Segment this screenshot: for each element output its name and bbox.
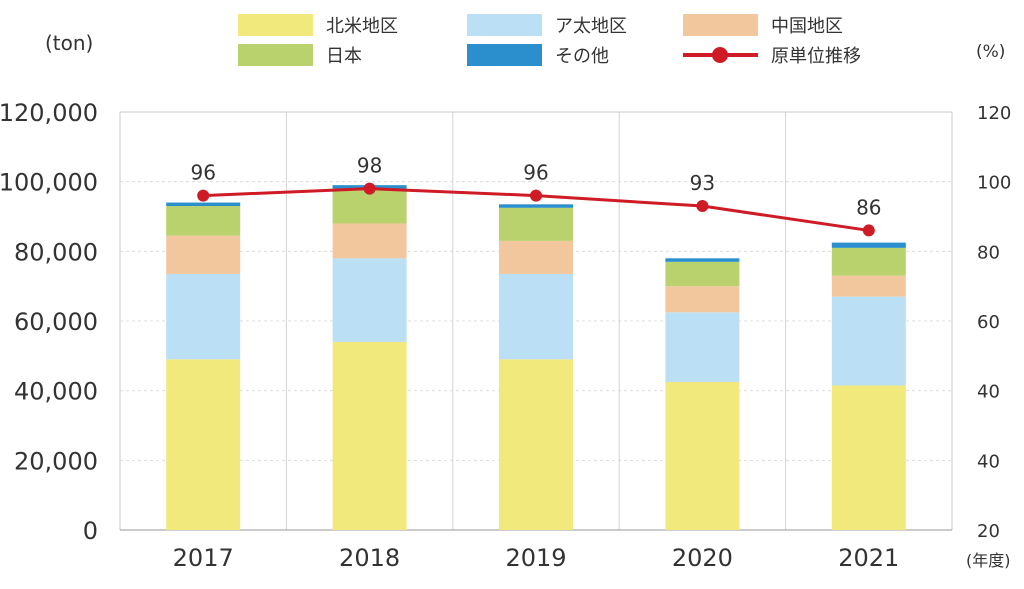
legend-label: その他 <box>555 46 609 67</box>
bar-segment <box>166 273 241 360</box>
x-tick-label: 2019 <box>505 544 566 572</box>
y2-tick-label: 60 <box>977 312 1000 333</box>
bar-segment <box>665 258 740 262</box>
bar-segment <box>166 235 241 274</box>
line-series: 96 98 96 93 86 <box>190 154 882 237</box>
y2-tick-label: 40 <box>977 451 1000 472</box>
y-tick-label: 0 <box>83 517 98 545</box>
line-point <box>363 182 376 195</box>
line-data-label: 86 <box>856 195 881 219</box>
legend-label: 日本 <box>326 46 362 67</box>
line-data-label: 96 <box>523 161 548 185</box>
bar-segment <box>499 273 573 360</box>
legend-swatch <box>238 14 313 36</box>
legend-swatch <box>467 44 542 66</box>
x-unit-label: (年度) <box>966 551 1011 570</box>
bar-segment <box>831 275 906 297</box>
bar-segment <box>831 247 906 276</box>
bar-segment <box>166 202 241 207</box>
legend-label: ア太地区 <box>555 16 627 37</box>
legend-line-marker <box>712 47 728 63</box>
y-tick-label: 80,000 <box>14 238 98 266</box>
bar-segment <box>665 286 740 313</box>
line-point <box>530 189 542 202</box>
legend-swatch <box>467 14 542 36</box>
y-tick-label: 100,000 <box>0 169 98 197</box>
bar-segment <box>166 359 241 530</box>
line-point <box>862 224 875 237</box>
legend-label: 中国地区 <box>771 16 843 37</box>
legend-swatch <box>683 14 758 36</box>
bar-segment <box>332 341 407 530</box>
line-point <box>696 200 709 213</box>
bar-segment <box>499 204 573 208</box>
axes: 0 20,000 40,000 60,000 80,000 100,000 120,000 2… <box>0 31 1011 572</box>
y-axis-label: (ton) <box>45 31 93 55</box>
y-tick-label: 60,000 <box>14 308 98 336</box>
bar-segment <box>665 381 740 530</box>
legend-label: 原単位推移 <box>771 46 861 67</box>
bar-segment <box>665 312 740 382</box>
legend-swatch <box>238 44 313 66</box>
bar-segment <box>831 385 906 530</box>
bars <box>166 185 906 530</box>
bar-segment <box>831 296 906 386</box>
y2-tick-label: 20 <box>977 521 1000 542</box>
legend-label: 北米地区 <box>326 16 398 37</box>
bar-segment <box>332 258 407 342</box>
line-data-label: 93 <box>690 171 715 195</box>
line-point <box>197 189 210 202</box>
y2-axis-label: (%) <box>976 42 1005 62</box>
x-tick-label: 2020 <box>672 544 733 572</box>
bar-segment <box>665 261 740 287</box>
bar-segment <box>831 242 906 248</box>
bar-segment <box>499 240 573 274</box>
y-tick-label: 120,000 <box>0 99 98 127</box>
line-data-label: 96 <box>190 161 215 185</box>
x-tick-label: 2018 <box>339 544 400 572</box>
y-tick-label: 40,000 <box>14 378 98 406</box>
y2-tick-label: 40 <box>977 382 1000 403</box>
bar-segment <box>499 207 573 241</box>
bar-segment <box>499 359 573 530</box>
y-tick-label: 20,000 <box>14 447 98 475</box>
line-data-label: 98 <box>357 154 382 178</box>
y2-tick-label: 80 <box>977 242 1000 263</box>
x-tick-label: 2021 <box>838 544 899 572</box>
x-tick-label: 2017 <box>173 544 234 572</box>
bar-segment <box>166 206 241 236</box>
y2-tick-label: 120 <box>977 103 1011 124</box>
bar-segment <box>332 223 407 259</box>
y2-tick-label: 100 <box>977 173 1011 194</box>
